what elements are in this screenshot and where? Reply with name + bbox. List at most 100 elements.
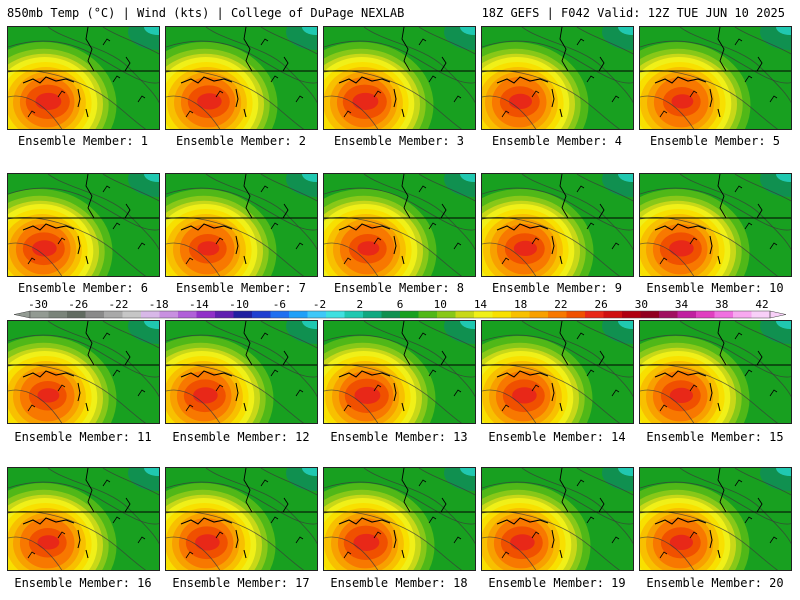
ensemble-member-label: Ensemble Member: 17 bbox=[172, 576, 310, 590]
colorbar-swatch bbox=[270, 311, 290, 318]
colorbar-swatch bbox=[363, 311, 382, 318]
temperature-map bbox=[8, 27, 159, 129]
ensemble-member-label: Ensemble Member: 1 bbox=[17, 134, 149, 148]
temperature-map bbox=[8, 468, 159, 570]
colorbar-swatch bbox=[159, 311, 179, 318]
ensemble-map-panel bbox=[7, 467, 160, 571]
colorbar-min-arrow bbox=[13, 310, 31, 319]
temperature-map bbox=[166, 468, 317, 570]
temperature-colorbar: -30 -26 -22 -18 -14 -10 -6 -2 2 6 10 14 18 22 26 30 34 38… bbox=[13, 298, 787, 319]
ensemble-map-panel bbox=[7, 320, 160, 424]
colorbar-swatch bbox=[640, 311, 660, 318]
colorbar-swatch bbox=[289, 311, 308, 318]
ensemble-map-panel bbox=[323, 320, 476, 424]
colorbar-swatch bbox=[696, 311, 715, 318]
ensemble-member-label: Ensemble Member: 4 bbox=[491, 134, 623, 148]
colorbar-tick-label: -18 bbox=[149, 298, 169, 311]
colorbar-tick-label: -10 bbox=[229, 298, 249, 311]
colorbar-swatch bbox=[196, 311, 216, 318]
temperature-map bbox=[482, 468, 633, 570]
ensemble-member-label: Ensemble Member: 11 bbox=[14, 430, 152, 444]
colorbar-swatch bbox=[104, 311, 123, 318]
ensemble-member-label: Ensemble Member: 6 bbox=[17, 281, 149, 295]
ensemble-member-label: Ensemble Member: 2 bbox=[175, 134, 307, 148]
colorbar-tick-label: 38 bbox=[715, 298, 728, 311]
colorbar-tick-label: 22 bbox=[554, 298, 567, 311]
colorbar-tick-label: 42 bbox=[755, 298, 768, 311]
colorbar-tick-label: 10 bbox=[434, 298, 447, 311]
colorbar-swatch bbox=[48, 311, 68, 318]
colorbar-swatch bbox=[178, 311, 197, 318]
ensemble-member-label: Ensemble Member: 18 bbox=[330, 576, 468, 590]
colorbar-swatch bbox=[30, 311, 49, 318]
temperature-map bbox=[640, 321, 791, 423]
colorbar-tick-label: 34 bbox=[675, 298, 689, 311]
colorbar-swatch bbox=[548, 311, 567, 318]
ensemble-member-label: Ensemble Member: 13 bbox=[330, 430, 468, 444]
colorbar-swatch bbox=[215, 311, 234, 318]
temperature-map bbox=[482, 27, 633, 129]
colorbar-tick-label: 2 bbox=[356, 298, 363, 311]
colorbar-tick-label: -2 bbox=[313, 298, 326, 311]
colorbar-swatch bbox=[677, 311, 697, 318]
run-valid-time: 18Z GEFS | F042 Valid: 12Z TUE JUN 10 20… bbox=[481, 6, 785, 20]
colorbar-swatch bbox=[437, 311, 456, 318]
temperature-map bbox=[8, 321, 159, 423]
colorbar-swatch bbox=[733, 311, 752, 318]
ensemble-map-panel bbox=[323, 173, 476, 277]
colorbar-swatch bbox=[418, 311, 438, 318]
ensemble-member-label: Ensemble Member: 16 bbox=[14, 576, 152, 590]
ensemble-map-panel bbox=[7, 26, 160, 130]
colorbar-tick-label: 30 bbox=[635, 298, 648, 311]
colorbar-swatch bbox=[233, 311, 253, 318]
ensemble-map-panel bbox=[481, 26, 634, 130]
ensemble-map-panel bbox=[639, 320, 792, 424]
temperature-map bbox=[640, 174, 791, 276]
ensemble-map-panel bbox=[481, 173, 634, 277]
ensemble-member-label: Ensemble Member: 19 bbox=[488, 576, 626, 590]
colorbar-tick-label: -6 bbox=[273, 298, 286, 311]
colorbar-tick-label: -26 bbox=[68, 298, 88, 311]
colorbar-tick-label: 26 bbox=[594, 298, 607, 311]
ensemble-member-label: Ensemble Member: 8 bbox=[333, 281, 465, 295]
colorbar-swatch bbox=[122, 311, 142, 318]
temperature-map bbox=[166, 321, 317, 423]
temperature-map bbox=[324, 174, 475, 276]
colorbar-tick-label: 18 bbox=[514, 298, 527, 311]
colorbar-swatch bbox=[511, 311, 530, 318]
colorbar-swatch bbox=[400, 311, 419, 318]
ensemble-map-panel bbox=[639, 467, 792, 571]
colorbar-tick-label: -22 bbox=[109, 298, 129, 311]
ensemble-member-label: Ensemble Member: 10 bbox=[646, 281, 784, 295]
colorbar-swatch bbox=[381, 311, 401, 318]
colorbar-tick-label: -14 bbox=[189, 298, 209, 311]
temperature-map bbox=[324, 321, 475, 423]
colorbar-tick-label: 6 bbox=[397, 298, 404, 311]
temperature-map bbox=[324, 468, 475, 570]
colorbar-swatch bbox=[659, 311, 678, 318]
colorbar-swatch bbox=[141, 311, 160, 318]
temperature-map bbox=[166, 27, 317, 129]
colorbar-swatch bbox=[252, 311, 271, 318]
ensemble-map-panel bbox=[481, 320, 634, 424]
ensemble-map-panel bbox=[165, 320, 318, 424]
colorbar-swatch bbox=[67, 311, 86, 318]
ensemble-member-label: Ensemble Member: 7 bbox=[175, 281, 307, 295]
colorbar-swatch bbox=[529, 311, 549, 318]
colorbar-swatch bbox=[751, 311, 771, 318]
ensemble-map-panel bbox=[323, 26, 476, 130]
colorbar-tick-label: 14 bbox=[474, 298, 488, 311]
ensemble-member-label: Ensemble Member: 3 bbox=[333, 134, 465, 148]
temperature-map bbox=[166, 174, 317, 276]
temperature-map bbox=[324, 27, 475, 129]
colorbar-tick-label: -30 bbox=[28, 298, 48, 311]
ensemble-map-panel bbox=[639, 173, 792, 277]
colorbar-swatch bbox=[326, 311, 345, 318]
temperature-map bbox=[482, 174, 633, 276]
temperature-map bbox=[8, 174, 159, 276]
ensemble-map-panel bbox=[481, 467, 634, 571]
ensemble-map-panel bbox=[7, 173, 160, 277]
ensemble-member-label: Ensemble Member: 5 bbox=[649, 134, 781, 148]
ensemble-member-label: Ensemble Member: 9 bbox=[491, 281, 623, 295]
colorbar-swatch bbox=[85, 311, 105, 318]
